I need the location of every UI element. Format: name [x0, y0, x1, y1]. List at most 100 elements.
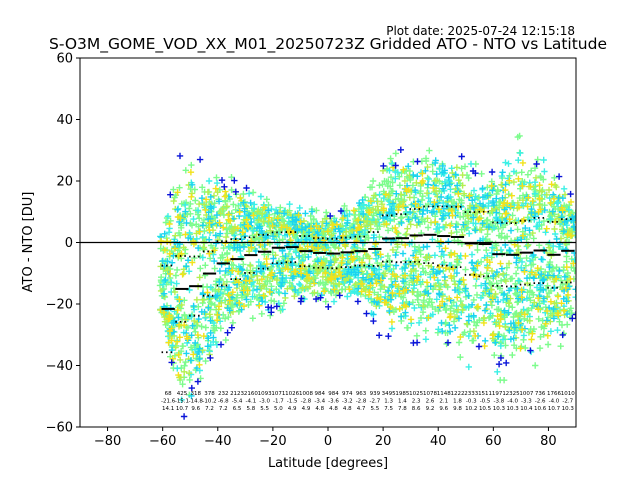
std-label: 9.6 [191, 406, 200, 412]
std-label: 6.5 [233, 406, 242, 412]
mean-label: -6.8 [218, 399, 229, 405]
mean-label: -5.4 [232, 399, 243, 405]
count-label: 318 [190, 391, 201, 397]
count-label: 232 [218, 391, 229, 397]
mean-label: -4.0 [549, 399, 560, 405]
std-label: 7.8 [398, 406, 407, 412]
y-tick-label: −20 [46, 298, 73, 313]
scatter-markers-low-density [167, 146, 576, 420]
count-label: 378 [204, 391, 215, 397]
count-annotations: 68-21.614.1425-15.110.7318-14.89.6378-10… [161, 391, 575, 412]
std-label: 4.7 [357, 406, 366, 412]
count-label: 1071 [271, 391, 285, 397]
mean-label: 2.6 [426, 399, 435, 405]
count-label: 1985 [395, 391, 409, 397]
mean-label: -2.7 [562, 399, 573, 405]
mean-label: 1.3 [384, 399, 393, 405]
mean-label: -2.8 [301, 399, 312, 405]
mean-label: -4.0 [507, 399, 518, 405]
std-label: 4.8 [329, 406, 338, 412]
count-label: 3495 [382, 391, 396, 397]
x-tick-label: −20 [259, 434, 286, 449]
mean-label: -21.6 [161, 399, 176, 405]
count-label: 1971 [492, 391, 506, 397]
mean-label: 1.8 [453, 399, 462, 405]
std-label: 7.2 [219, 406, 228, 412]
count-label: 1025 [409, 391, 423, 397]
mean-label: -15.1 [175, 399, 189, 405]
std-label: 8.6 [412, 406, 421, 412]
count-label: 1148 [437, 391, 451, 397]
mean-label: -1.7 [273, 399, 284, 405]
y-tick-label: 60 [56, 52, 73, 67]
count-label: 2325 [506, 391, 520, 397]
count-label: 1511 [478, 391, 492, 397]
count-label: 2160 [244, 391, 258, 397]
mean-label: -3.2 [342, 399, 353, 405]
mean-label: -3.6 [328, 399, 339, 405]
y-axis-label: ATO - NTO [DU] [21, 192, 36, 293]
std-label: 4.8 [315, 406, 324, 412]
std-label: 7.5 [384, 406, 393, 412]
mean-label: -3.4 [314, 399, 325, 405]
mean-label: -1.5 [287, 399, 298, 405]
y-axis: −60 −40 −20 0 20 40 60 [46, 52, 80, 436]
mean-label: 1.4 [398, 399, 407, 405]
y-tick-label: 40 [56, 113, 73, 128]
std-label: 9.8 [453, 406, 462, 412]
count-label: 2123 [230, 391, 244, 397]
x-tick-label: 40 [430, 434, 447, 449]
count-label: 1093 [258, 391, 272, 397]
y-tick-label: 20 [56, 175, 73, 190]
std-label: 5.5 [260, 406, 269, 412]
mean-label: -14.8 [189, 399, 204, 405]
x-tick-label: −80 [94, 434, 121, 449]
count-label: 425 [177, 391, 188, 397]
x-tick-label: 20 [375, 434, 392, 449]
x-tick-label: 0 [324, 434, 332, 449]
count-label: 2333 [464, 391, 478, 397]
std-label: 10.3 [562, 406, 575, 412]
std-label: 9.2 [426, 406, 435, 412]
mean-label: -4.1 [245, 399, 256, 405]
y-tick-label: −60 [46, 421, 73, 436]
x-axis-label: Latitude [degrees] [268, 456, 388, 471]
y-tick-label: −40 [46, 359, 73, 374]
mean-label: -3.0 [259, 399, 270, 405]
std-label: 7.2 [205, 406, 214, 412]
count-label: 984 [328, 391, 339, 397]
x-tick-label: −40 [204, 434, 231, 449]
std-label: 10.2 [465, 406, 477, 412]
mean-label: 2.3 [412, 399, 421, 405]
std-label: 10.7 [176, 406, 189, 412]
std-label: 9.6 [439, 406, 448, 412]
mean-label: -0.3 [466, 399, 477, 405]
count-label: 736 [535, 391, 546, 397]
std-label: 10.5 [479, 406, 492, 412]
count-label: 939 [370, 391, 381, 397]
count-label: 1010 [561, 391, 575, 397]
plot-date: Plot date: 2025-07-24 12:15:18 [386, 24, 575, 38]
std-label: 14.1 [162, 406, 174, 412]
scatter-points [156, 132, 576, 420]
mean-label: -10.2 [202, 399, 216, 405]
mean-series [161, 205, 575, 354]
count-label: 1222 [451, 391, 465, 397]
x-axis: −80 −60 −40 −20 0 20 40 60 80 [94, 427, 557, 449]
count-label: 1766 [547, 391, 561, 397]
mean-label: -2.8 [356, 399, 367, 405]
std-label: 4.8 [343, 406, 352, 412]
x-tick-label: 80 [540, 434, 557, 449]
chart-title: S-O3M_GOME_VOD_XX_M01_20250723Z Gridded … [49, 35, 607, 54]
count-label: 1008 [299, 391, 313, 397]
std-label: 10.7 [548, 406, 561, 412]
mean-label: -2.6 [535, 399, 546, 405]
count-label: 974 [342, 391, 353, 397]
count-label: 984 [314, 391, 325, 397]
mean-label: -2.7 [369, 399, 380, 405]
mean-label: -3.8 [493, 399, 504, 405]
std-label: 5.5 [370, 406, 379, 412]
std-label: 4.9 [302, 406, 311, 412]
x-tick-label: −60 [149, 434, 176, 449]
